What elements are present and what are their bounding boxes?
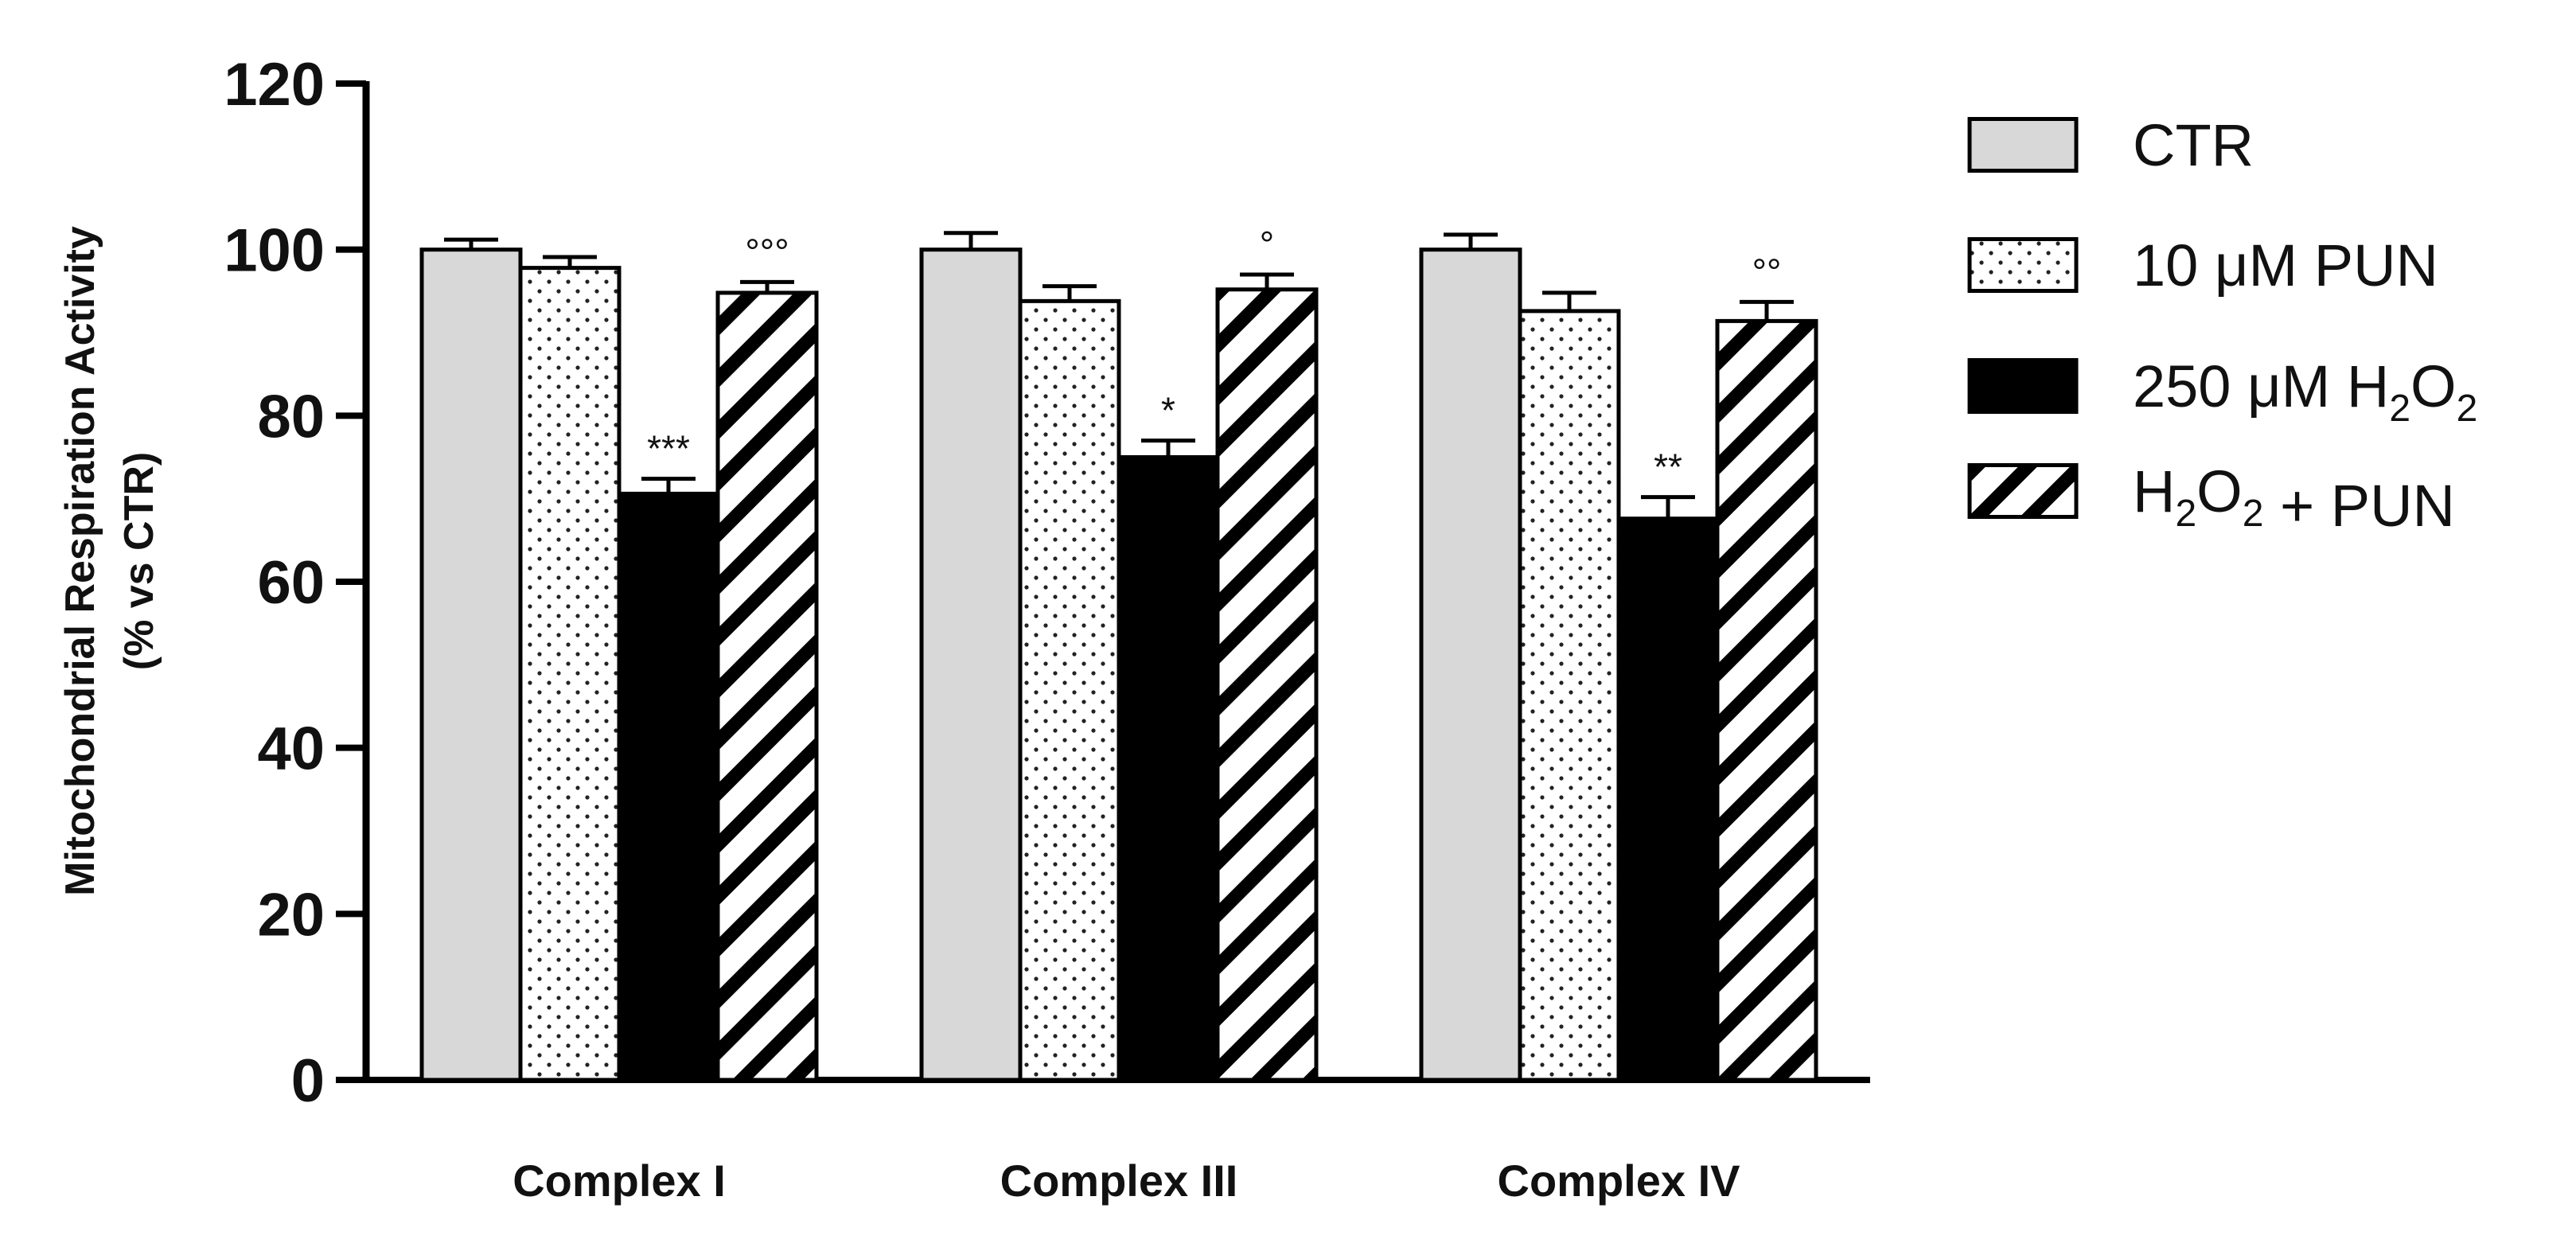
y-tick-label: 0: [291, 1047, 325, 1115]
bar: [1117, 455, 1220, 1082]
bar: [1616, 516, 1720, 1082]
category-label: Complex IV: [1498, 1156, 1740, 1206]
bar: [1419, 247, 1522, 1082]
legend-swatch: [1967, 117, 2079, 173]
legend-swatch: [1967, 237, 2079, 293]
bar: [518, 266, 622, 1082]
y-tick-label: 20: [257, 881, 325, 949]
legend-swatch: [1967, 358, 2079, 414]
significance-label: °°°: [745, 231, 789, 272]
legend-label: CTR: [2133, 112, 2254, 178]
legend-label: 10 μM PUN: [2133, 232, 2438, 298]
y-tick-label: 80: [257, 383, 325, 450]
bar: [419, 247, 523, 1082]
bar: [617, 491, 720, 1082]
bar: [1715, 318, 1818, 1082]
y-axis-title-line1: Mitochondrial Respiration Activity: [57, 226, 103, 896]
y-tick-label: 40: [257, 715, 325, 783]
significance-label: °: [1260, 224, 1274, 265]
category-label: Complex III: [1000, 1156, 1238, 1206]
y-axis-title: Mitochondrial Respiration Activity (% vs…: [57, 226, 162, 896]
significance-label: *: [1161, 390, 1175, 431]
bar: [1215, 287, 1319, 1082]
category-label: Complex I: [512, 1156, 726, 1206]
bars: *** °°° Complex I * ° Complex III ** °° Complex …: [419, 224, 1818, 1206]
bar: [919, 247, 1023, 1082]
legend: CTR 10 μM PUN 250 μM H2O2 H2O2 + PUN: [1967, 112, 2477, 539]
significance-label: °°: [1752, 251, 1782, 292]
y-axis-title-line2: (% vs CTR): [116, 452, 162, 670]
significance-label: **: [1654, 446, 1682, 488]
legend-swatch: [1967, 463, 2079, 519]
legend-label: H2O2 + PUN: [2133, 458, 2455, 539]
bar: [1018, 298, 1121, 1082]
y-tick-label: 100: [224, 217, 325, 285]
legend-label: 250 μM H2O2: [2133, 353, 2477, 430]
bar: [1518, 309, 1621, 1082]
y-tick-label: 120: [224, 51, 325, 119]
significance-label: ***: [647, 428, 690, 470]
y-tick-label: 60: [257, 549, 325, 617]
bar: [715, 290, 819, 1082]
axes: 0 20 40 60 80 100 120: [224, 51, 1870, 1115]
